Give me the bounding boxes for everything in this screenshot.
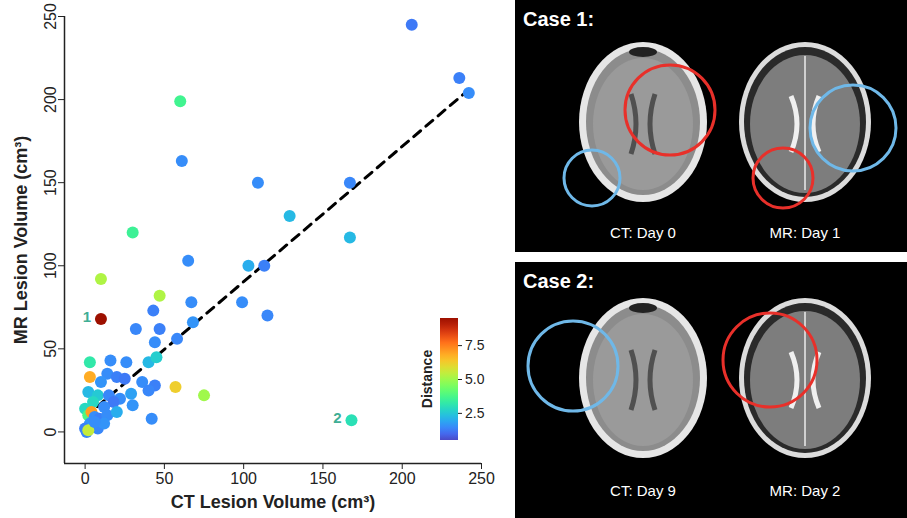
svg-text:1: 1 <box>83 308 91 325</box>
svg-text:250: 250 <box>42 3 59 30</box>
svg-text:250: 250 <box>468 470 495 487</box>
svg-text:100: 100 <box>42 252 59 279</box>
svg-text:2: 2 <box>333 409 341 426</box>
svg-text:Case 2:: Case 2: <box>523 270 594 292</box>
svg-text:CT: Day 9: CT: Day 9 <box>610 482 676 499</box>
svg-text:50: 50 <box>155 470 173 487</box>
svg-text:0: 0 <box>42 427 59 436</box>
svg-text:150: 150 <box>310 470 337 487</box>
svg-text:MR Lesion Volume (cm³): MR Lesion Volume (cm³) <box>11 136 31 345</box>
svg-text:100: 100 <box>230 470 257 487</box>
svg-text:150: 150 <box>42 169 59 196</box>
svg-text:2.5: 2.5 <box>465 405 485 421</box>
svg-text:50: 50 <box>42 340 59 358</box>
svg-text:CT: Day 0: CT: Day 0 <box>610 224 676 241</box>
svg-text:Distance: Distance <box>419 350 435 409</box>
svg-text:Case 1:: Case 1: <box>523 8 594 30</box>
svg-text:200: 200 <box>42 86 59 113</box>
svg-text:200: 200 <box>389 470 416 487</box>
svg-text:CT Lesion Volume (cm³): CT Lesion Volume (cm³) <box>171 492 376 512</box>
svg-text:MR: Day 1: MR: Day 1 <box>770 224 841 241</box>
svg-text:5.0: 5.0 <box>465 371 485 387</box>
svg-text:MR: Day 2: MR: Day 2 <box>770 482 841 499</box>
svg-text:7.5: 7.5 <box>465 337 485 353</box>
svg-text:0: 0 <box>81 470 90 487</box>
